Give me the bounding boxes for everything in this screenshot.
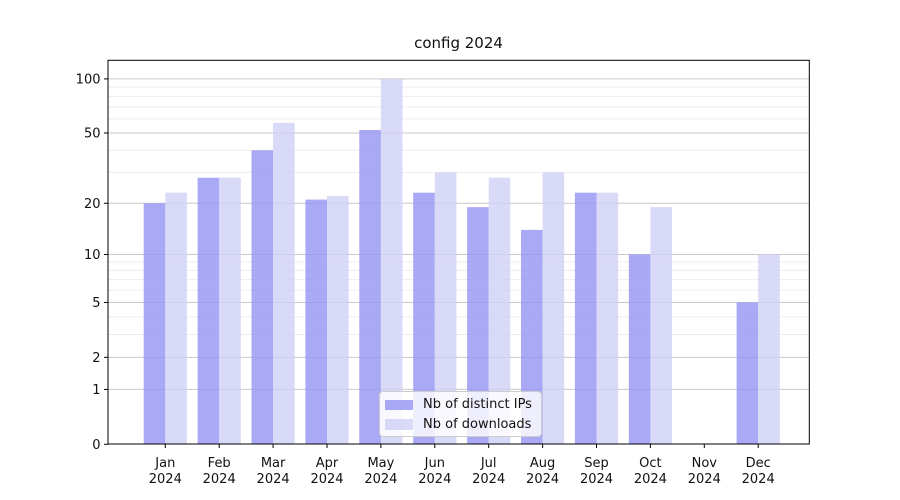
bar-distinct-ips	[305, 199, 327, 444]
x-tick-label-month: Aug	[530, 456, 555, 471]
y-tick-label: 100	[76, 72, 101, 87]
bar-downloads	[219, 177, 241, 445]
y-tick-label: 5	[92, 296, 100, 311]
bar-downloads	[542, 172, 565, 445]
y-tick-label: 0	[92, 438, 100, 453]
bar-downloads	[488, 177, 511, 445]
chart-title: config 2024	[414, 34, 503, 52]
bar-downloads	[596, 192, 619, 444]
x-tick-label-year: 2024	[203, 472, 236, 487]
x-tick-label-month: Jan	[154, 456, 175, 471]
x-tick-label-year: 2024	[149, 472, 182, 487]
y-tick-label: 50	[84, 127, 101, 142]
bar-distinct-ips	[574, 192, 597, 444]
bar-distinct-ips	[143, 203, 166, 444]
bar-distinct-ips	[359, 129, 381, 444]
bar-downloads	[327, 196, 349, 444]
bar-distinct-ips	[521, 229, 543, 444]
x-tick-label-year: 2024	[257, 472, 290, 487]
x-tick-label-year: 2024	[634, 472, 667, 487]
bar-downloads	[165, 192, 187, 444]
bar-distinct-ips	[467, 207, 489, 444]
x-tick-label-month: Apr	[316, 456, 339, 471]
legend-row-distinct-ips: Nb of distinct IPs	[385, 395, 541, 415]
x-tick-label-year: 2024	[364, 472, 397, 487]
x-tick-label-year: 2024	[580, 472, 613, 487]
x-tick-label-month: Dec	[746, 456, 771, 471]
x-tick-label-year: 2024	[526, 472, 559, 487]
y-tick-label: 20	[84, 197, 101, 212]
plot-border	[107, 59, 810, 445]
bar-downloads	[650, 207, 672, 444]
x-tick-label-year: 2024	[310, 472, 343, 487]
x-tick-label-year: 2024	[742, 472, 775, 487]
x-tick-label-year: 2024	[472, 472, 505, 487]
bar-distinct-ips	[736, 302, 759, 444]
x-tick-label-month: Jun	[424, 456, 445, 471]
x-tick-label-month: May	[367, 456, 394, 471]
x-tick-label-year: 2024	[418, 472, 451, 487]
legend-swatch-distinct-ips	[385, 399, 413, 410]
bar-distinct-ips	[413, 192, 435, 444]
bar-downloads	[380, 78, 403, 444]
legend: Nb of distinct IPs Nb of downloads	[379, 391, 542, 437]
bar-downloads	[273, 122, 295, 444]
bar-distinct-ips	[628, 254, 651, 444]
x-tick-label-month: Jul	[480, 456, 497, 471]
x-tick-label-year: 2024	[688, 472, 721, 487]
legend-row-downloads: Nb of downloads	[385, 415, 541, 435]
legend-swatch-downloads	[385, 419, 413, 430]
bar-distinct-ips	[197, 177, 220, 445]
x-tick-label-month: Mar	[261, 456, 286, 471]
legend-label-downloads: Nb of downloads	[423, 416, 532, 432]
x-tick-label-month: Feb	[208, 456, 231, 471]
bar-downloads	[434, 172, 457, 445]
x-tick-label-month: Oct	[639, 456, 661, 471]
y-tick-label: 2	[92, 351, 100, 366]
legend-label-distinct-ips: Nb of distinct IPs	[423, 397, 532, 413]
y-tick-label: 10	[84, 248, 101, 263]
bar-distinct-ips	[251, 150, 274, 445]
x-tick-label-month: Sep	[584, 456, 609, 471]
y-tick-label: 1	[92, 383, 100, 398]
bar-downloads	[758, 254, 780, 444]
x-tick-label-month: Nov	[692, 456, 718, 471]
